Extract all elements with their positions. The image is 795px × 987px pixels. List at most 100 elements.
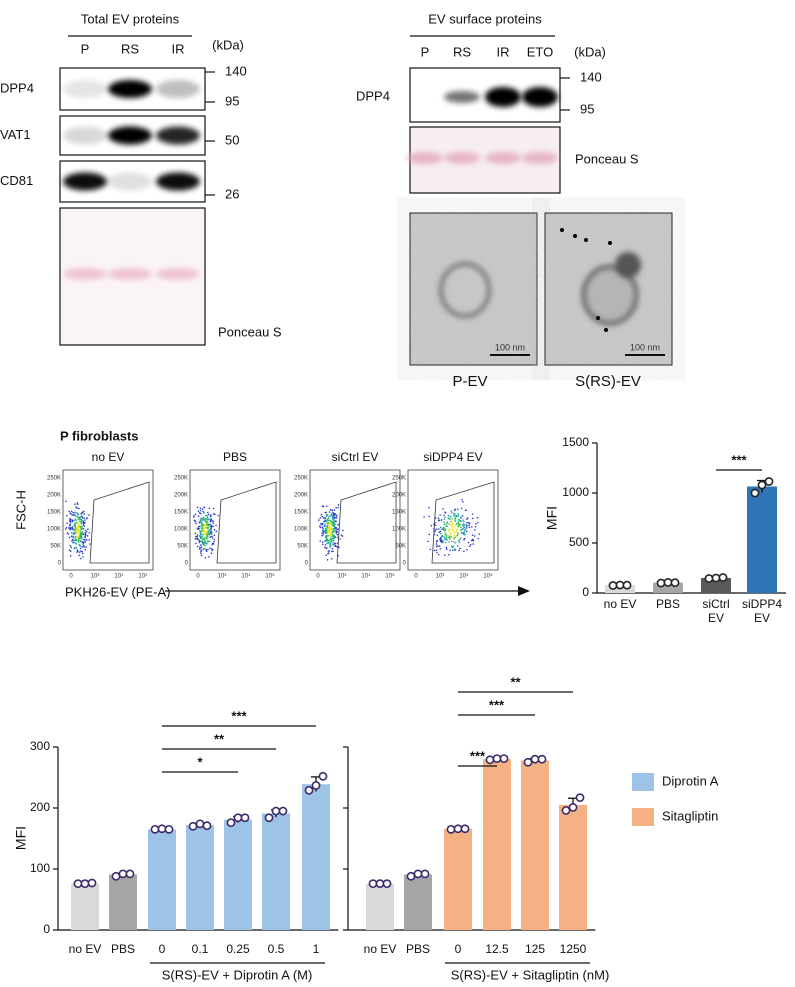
event-dot (199, 530, 201, 532)
event-dot (462, 527, 464, 529)
legend-label: Sitagliptin (662, 808, 718, 823)
event-dot (446, 525, 449, 528)
flow-plot-title: siDPP4 EV (423, 450, 482, 464)
event-dot (71, 519, 73, 521)
blot-band (108, 80, 152, 98)
event-dot (215, 524, 217, 527)
event-dot (203, 542, 205, 544)
event-dot (447, 517, 450, 519)
bar (224, 819, 252, 930)
event-dot (468, 522, 471, 524)
event-dot (79, 530, 82, 532)
data-point (460, 824, 470, 834)
event-dot (80, 518, 82, 521)
event-dot (321, 541, 324, 544)
event-dot (68, 536, 71, 539)
event-dot (209, 547, 211, 550)
event-dot (328, 516, 330, 518)
event-dot (328, 527, 331, 530)
event-dot (454, 542, 457, 544)
event-dot (78, 516, 81, 519)
significance-label: *** (489, 697, 505, 712)
x-tick-label-text: siCtrl EV (702, 597, 730, 625)
event-dot (69, 512, 72, 515)
event-dot (470, 539, 473, 542)
event-dot (471, 534, 474, 536)
event-dot (450, 545, 453, 548)
event-dot (68, 527, 70, 530)
event-dot (457, 515, 460, 517)
event-dot (456, 522, 458, 525)
lane-label: IR (497, 44, 510, 59)
scale-label: 100 nm (495, 342, 525, 352)
bar (483, 759, 511, 930)
event-dot (74, 526, 77, 528)
lane-label: IR (172, 41, 185, 56)
event-dot (434, 524, 437, 527)
data-point (608, 581, 618, 590)
gate (89, 481, 150, 564)
event-dot (428, 533, 431, 536)
bar (366, 883, 394, 930)
event-dot (445, 536, 448, 539)
event-dot (454, 519, 456, 522)
blot-band (63, 80, 107, 98)
event-dot (443, 518, 446, 521)
bar (71, 883, 99, 930)
event-dot (465, 527, 468, 529)
event-dot (196, 506, 199, 509)
event-dot (209, 536, 212, 538)
event-dot (323, 525, 326, 527)
y-tick-label: 1500 (562, 435, 589, 449)
y-tick-label: 500 (569, 535, 589, 549)
event-dot (200, 521, 203, 524)
flow-x-tick: 0 (196, 574, 200, 580)
event-dot (64, 528, 67, 530)
event-dot (324, 546, 326, 549)
x-axis-label: S(RS)-EV + Sitagliptin (nM) (451, 967, 610, 982)
event-dot (451, 525, 453, 528)
flow-y-tick: 250K (392, 476, 406, 482)
event-dot (460, 507, 463, 510)
data-point (757, 480, 767, 490)
event-dot (72, 514, 75, 516)
flow-y-tick: 0 (58, 561, 62, 567)
event-dot (196, 534, 199, 536)
gold-particle (596, 316, 600, 320)
flow-y-tick: 200K (47, 493, 61, 499)
event-dot (329, 544, 331, 546)
event-dot (341, 535, 344, 537)
event-dot (199, 507, 202, 510)
em-grain (410, 213, 537, 365)
event-dot (440, 532, 442, 535)
event-dot (325, 538, 328, 540)
blot-header: Total EV proteins (81, 11, 180, 26)
flow-y-tick: 250K (294, 476, 308, 482)
event-dot (448, 536, 451, 538)
event-dot (444, 528, 447, 531)
event-dot (457, 508, 459, 511)
event-dot (445, 541, 447, 544)
event-dot (453, 531, 456, 534)
event-dot (453, 537, 455, 540)
event-dot (195, 535, 197, 538)
event-dot (67, 533, 70, 535)
event-dot (433, 533, 436, 536)
event-dot (465, 530, 468, 533)
event-dot (84, 529, 87, 532)
event-dot (462, 501, 464, 503)
y-tick-label: 100 (30, 861, 50, 875)
event-dot (437, 528, 440, 530)
event-dot (204, 527, 207, 529)
data-point (195, 819, 205, 829)
bar (653, 582, 683, 593)
event-dot (71, 514, 74, 516)
data-point (575, 793, 585, 803)
event-dot (324, 517, 326, 519)
event-dot (452, 522, 454, 525)
event-dot (206, 526, 208, 529)
event-dot (74, 523, 77, 526)
event-dot (80, 516, 82, 518)
event-dot (463, 526, 466, 529)
